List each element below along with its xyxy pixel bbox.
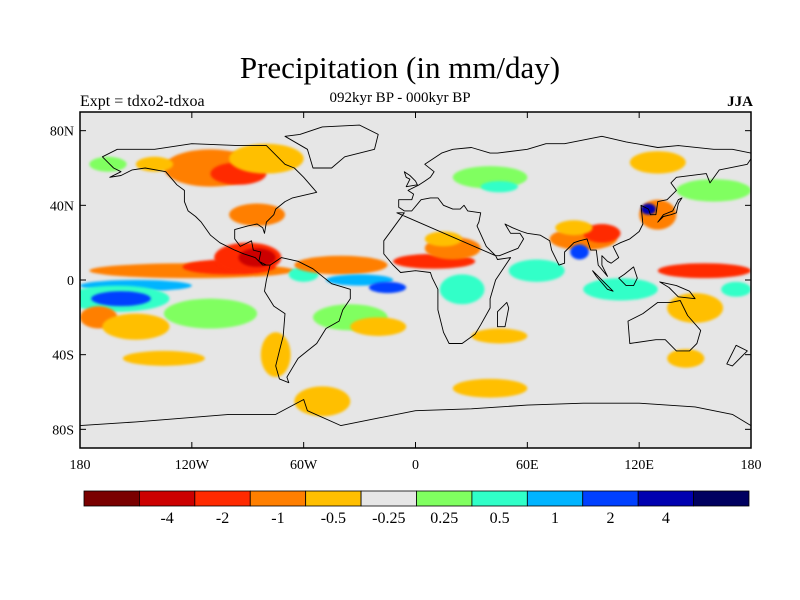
- coastline-south-america: [264, 257, 351, 384]
- coastline-greenland: [284, 124, 379, 169]
- precip-anomaly-patch: [508, 259, 565, 282]
- precip-anomaly-patch: [676, 179, 751, 202]
- precip-anomaly-patch: [91, 291, 151, 307]
- precip-anomaly-patch: [294, 255, 388, 275]
- precip-anomaly-patch: [471, 328, 528, 344]
- plot-subtitle: 092kyr BP - 000kyr BP: [329, 90, 471, 106]
- precip-anomaly-patch: [326, 274, 394, 286]
- coastline-eurasia-africa: [383, 135, 751, 344]
- colorbar-label: -2: [216, 510, 229, 527]
- colorbar-swatch: [471, 490, 528, 507]
- season-label: JJA: [727, 94, 753, 110]
- colorbar-swatch: [637, 490, 694, 507]
- colorbar-swatch: [83, 490, 140, 507]
- lon-tick-label: 0: [412, 458, 419, 473]
- precip-anomaly-patch: [350, 317, 407, 336]
- precip-anomaly-patch: [721, 281, 751, 297]
- coastline-madagascar: [497, 301, 510, 328]
- colorbar-swatch: [139, 490, 196, 507]
- coastline-great-britain: [403, 171, 418, 188]
- precip-anomaly-patch: [260, 332, 291, 378]
- precip-anomaly-patch: [583, 278, 658, 301]
- lon-tick-label: 120E: [624, 458, 654, 473]
- coastline-sumatra: [592, 270, 614, 292]
- colorbar-label: -4: [160, 510, 173, 527]
- colorbar-swatch: [526, 490, 584, 507]
- colorbar-swatch: [582, 490, 639, 507]
- colorbar-swatch: [194, 490, 251, 507]
- coastline-north-america: [101, 143, 318, 266]
- precip-anomaly-patch: [667, 293, 724, 323]
- coastline-antarctica: [80, 399, 751, 427]
- coastline-australia: [627, 300, 702, 352]
- lat-tick-label: 40S: [52, 349, 74, 364]
- precip-anomaly-patch: [229, 203, 286, 226]
- colorbar-label: 0.25: [430, 510, 458, 527]
- lat-tick-label: 80S: [52, 423, 74, 438]
- precip-anomaly-patch: [163, 298, 258, 329]
- precip-anomaly-patch: [657, 263, 751, 279]
- experiment-label: Expt = tdxo2-tdxoa: [80, 93, 205, 110]
- colorbar-label: 4: [662, 510, 670, 527]
- coastline-japan: [657, 197, 683, 223]
- colorbar-swatch: [360, 490, 417, 507]
- colorbar-label: 1: [551, 510, 559, 527]
- colorbar-label: -1: [271, 510, 284, 527]
- precip-anomaly-patch: [102, 313, 170, 340]
- lon-tick-label: 60E: [516, 458, 539, 473]
- precip-anomaly-patch: [122, 350, 205, 366]
- lat-tick-label: 80N: [50, 125, 74, 140]
- precip-anomaly-patch: [89, 156, 127, 172]
- coastline-new-guinea: [659, 281, 696, 300]
- colorbar-swatch: [416, 490, 473, 507]
- lon-tick-label: 60W: [290, 458, 318, 473]
- colorbar-label: -0.25: [372, 510, 405, 527]
- precip-anomaly-patch: [452, 378, 528, 398]
- coastline-new-zealand: [726, 344, 748, 367]
- lat-tick-label: 40N: [50, 199, 74, 214]
- colorbar-label: 2: [606, 510, 614, 527]
- lat-tick-label: 0: [67, 274, 74, 289]
- lon-tick-label: 120W: [175, 458, 210, 473]
- precip-anomaly-patch: [229, 143, 304, 174]
- precip-anomaly-patch: [439, 274, 485, 305]
- precip-anomaly-patch: [238, 248, 276, 267]
- precip-anomaly-patch: [555, 220, 593, 236]
- colorbar-swatch: [249, 490, 307, 507]
- colorbar-label: 0.5: [490, 510, 510, 527]
- lon-tick-label: 180: [741, 458, 762, 473]
- precip-anomaly-patch: [570, 244, 589, 260]
- precip-anomaly-patch: [424, 231, 463, 247]
- precip-anomaly-patch: [667, 349, 705, 368]
- precip-anomaly-patch: [629, 151, 686, 174]
- precip-anomaly-patch: [294, 386, 351, 417]
- lon-tick-label: 180: [70, 458, 91, 473]
- precip-anomaly-patch: [368, 281, 407, 294]
- plot-title: Precipitation (in mm/day): [239, 50, 561, 85]
- colorbar-label: -0.5: [321, 510, 346, 527]
- colorbar-swatch: [693, 490, 750, 507]
- colorbar-swatch: [305, 490, 362, 507]
- precip-anomaly-patch: [480, 181, 519, 193]
- precip-anomaly-patch: [583, 224, 621, 243]
- coastline-borneo: [618, 266, 638, 287]
